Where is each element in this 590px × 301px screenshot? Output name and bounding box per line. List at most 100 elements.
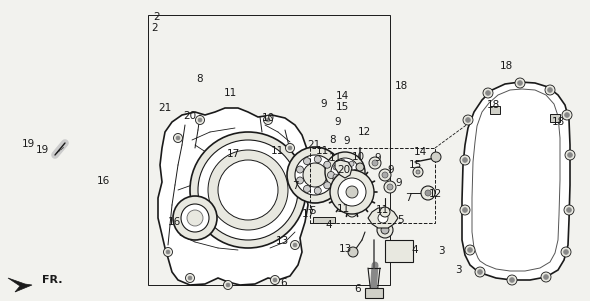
Circle shape	[467, 247, 473, 253]
Text: 11: 11	[329, 153, 342, 163]
Circle shape	[475, 267, 485, 277]
Text: 14: 14	[336, 91, 349, 101]
Circle shape	[290, 240, 300, 250]
Text: 16: 16	[168, 217, 181, 227]
Text: 13: 13	[339, 244, 352, 254]
Circle shape	[185, 274, 195, 283]
Polygon shape	[335, 160, 352, 178]
Circle shape	[190, 132, 306, 248]
Text: 17: 17	[301, 209, 314, 219]
Circle shape	[541, 272, 551, 282]
Text: 15: 15	[336, 102, 349, 112]
Circle shape	[333, 165, 338, 170]
Text: 4: 4	[325, 220, 332, 230]
Text: 9: 9	[388, 165, 394, 175]
Circle shape	[173, 134, 182, 142]
Circle shape	[563, 250, 569, 255]
Bar	[490, 106, 500, 114]
Circle shape	[346, 186, 358, 198]
Circle shape	[568, 153, 572, 157]
Text: 18: 18	[552, 117, 565, 127]
Text: 11: 11	[224, 88, 237, 98]
Circle shape	[273, 278, 277, 282]
Circle shape	[163, 247, 172, 256]
Text: 18: 18	[486, 100, 500, 110]
Circle shape	[303, 158, 310, 165]
Circle shape	[431, 152, 441, 162]
Circle shape	[295, 155, 335, 195]
Text: 14: 14	[414, 147, 427, 157]
Circle shape	[173, 196, 217, 240]
Circle shape	[266, 118, 270, 122]
Text: 12: 12	[428, 189, 442, 199]
Circle shape	[562, 110, 572, 120]
Circle shape	[372, 160, 378, 166]
Circle shape	[331, 158, 359, 186]
Circle shape	[369, 157, 381, 169]
Text: 21: 21	[307, 140, 320, 150]
Circle shape	[286, 144, 294, 153]
Text: 4: 4	[412, 245, 418, 255]
Circle shape	[353, 169, 358, 175]
Circle shape	[565, 150, 575, 160]
Circle shape	[413, 167, 423, 177]
Circle shape	[545, 85, 555, 95]
Circle shape	[208, 150, 288, 230]
Circle shape	[303, 185, 310, 192]
Text: 21: 21	[159, 103, 172, 113]
Text: 9: 9	[396, 178, 402, 188]
Text: 13: 13	[276, 236, 289, 246]
Circle shape	[378, 213, 388, 223]
Text: 6: 6	[280, 278, 287, 288]
Circle shape	[517, 80, 523, 85]
Circle shape	[381, 226, 389, 234]
Circle shape	[465, 245, 475, 255]
Circle shape	[338, 178, 366, 206]
Text: 9: 9	[343, 136, 350, 147]
Circle shape	[507, 275, 517, 285]
Circle shape	[565, 113, 569, 117]
Circle shape	[287, 147, 343, 203]
Circle shape	[486, 91, 490, 95]
Circle shape	[296, 177, 303, 184]
Text: 11: 11	[316, 146, 329, 157]
Text: 6: 6	[355, 284, 361, 294]
Circle shape	[324, 161, 331, 168]
Text: 8: 8	[330, 135, 336, 145]
Circle shape	[463, 157, 467, 163]
Circle shape	[566, 207, 572, 213]
Text: 5: 5	[309, 206, 316, 216]
Text: 8: 8	[196, 74, 203, 84]
Polygon shape	[368, 208, 398, 228]
Bar	[310, 148, 435, 223]
Text: 15: 15	[408, 160, 422, 170]
Circle shape	[510, 278, 514, 283]
Circle shape	[460, 205, 470, 215]
Circle shape	[543, 275, 549, 280]
Circle shape	[327, 172, 335, 178]
Circle shape	[564, 205, 574, 215]
Circle shape	[380, 207, 390, 217]
Text: 12: 12	[358, 127, 371, 138]
Text: 9: 9	[320, 99, 327, 109]
Circle shape	[379, 169, 391, 181]
Circle shape	[270, 275, 280, 284]
Text: 19: 19	[35, 145, 48, 155]
Circle shape	[425, 190, 431, 196]
Circle shape	[561, 247, 571, 257]
Circle shape	[340, 159, 345, 164]
Circle shape	[515, 78, 525, 88]
Text: 19: 19	[22, 139, 35, 149]
Circle shape	[176, 136, 180, 140]
Circle shape	[477, 269, 483, 275]
Circle shape	[460, 155, 470, 165]
Polygon shape	[158, 108, 310, 285]
Circle shape	[288, 146, 292, 150]
Circle shape	[463, 115, 473, 125]
Text: 11: 11	[375, 205, 389, 215]
Circle shape	[347, 207, 357, 217]
Circle shape	[466, 117, 470, 123]
Circle shape	[483, 88, 493, 98]
Text: 9: 9	[375, 153, 381, 163]
Circle shape	[226, 283, 230, 287]
